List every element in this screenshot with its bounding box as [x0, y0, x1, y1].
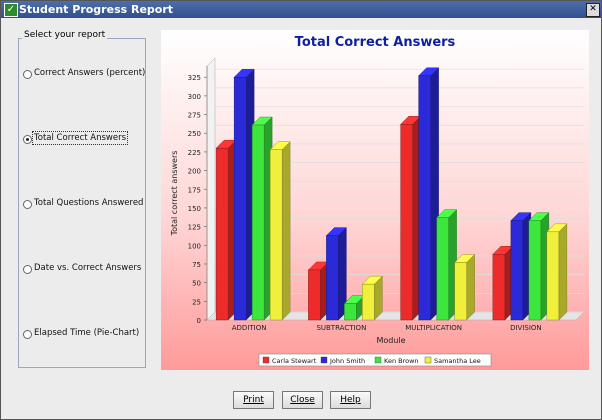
x-tick-label: MULTIPLICATION	[405, 324, 462, 332]
bar	[269, 149, 283, 321]
bar-side	[466, 253, 475, 321]
bar	[492, 254, 506, 321]
y-tick-label: 75	[192, 261, 201, 269]
report-option-label: Total Questions Answered	[34, 198, 144, 208]
bar	[418, 75, 431, 321]
bar	[454, 262, 467, 321]
chart-title: Total Correct Answers	[295, 35, 456, 50]
close-button[interactable]: Close	[282, 391, 323, 409]
report-option-label: Correct Answers (percent)	[34, 68, 146, 78]
y-tick-label: 100	[188, 242, 201, 250]
app-check-icon: ✓	[4, 3, 18, 17]
bar-side	[281, 141, 291, 321]
bar	[362, 283, 375, 321]
y-tick-label: 0	[197, 317, 201, 325]
close-icon[interactable]: ✕	[586, 3, 600, 17]
y-tick-label: 225	[188, 149, 201, 157]
bar	[326, 235, 339, 321]
bar-chart: Total Correct Answers 0 25 50 75 100 125 150 175…	[161, 30, 589, 370]
report-option-label: Date vs. Correct Answers	[34, 263, 142, 273]
title-bar: ✓ Student Progress Report ✕	[1, 1, 601, 18]
y-axis-label: Total correct answers	[170, 151, 179, 237]
bar-side	[558, 223, 568, 321]
report-option-label: Elapsed Time (Pie-Chart)	[34, 328, 140, 338]
bar	[215, 147, 229, 321]
bar	[436, 217, 449, 321]
y-tick-label: 125	[188, 224, 201, 232]
bar	[233, 77, 247, 321]
bar	[251, 124, 265, 321]
report-panel-legend: Select your report	[22, 30, 108, 40]
legend-label: Samantha Lee	[434, 357, 481, 365]
bar	[546, 231, 560, 321]
bar	[400, 124, 413, 321]
report-option-label: Total Correct Answers	[31, 131, 129, 145]
y-tick-label: 50	[192, 280, 201, 288]
x-axis-label: Module	[376, 336, 405, 345]
bar	[344, 303, 357, 321]
legend-swatch	[320, 356, 328, 364]
report-option-radio[interactable]: Total Correct Answers	[23, 131, 145, 148]
y-tick-label: 325	[188, 74, 201, 82]
bar	[528, 220, 542, 321]
y-tick-label: 150	[188, 205, 201, 213]
chart-side-wall	[206, 57, 216, 321]
y-tick-label: 25	[192, 298, 201, 306]
help-button[interactable]: Help	[330, 391, 371, 409]
legend-label: John Smith	[329, 357, 365, 365]
window-title: Student Progress Report	[19, 3, 174, 16]
report-option-radio[interactable]: Elapsed Time (Pie-Chart)	[23, 327, 145, 343]
bar	[510, 220, 524, 321]
legend-swatch	[424, 356, 432, 364]
close-button-label: Close	[290, 395, 315, 405]
radio-circle-icon	[23, 135, 32, 144]
y-tick-label: 175	[188, 186, 201, 194]
x-tick-label: ADDITION	[232, 324, 267, 332]
bar	[308, 269, 321, 321]
x-tick-label: SUBTRACTION	[316, 324, 366, 332]
radio-circle-icon	[23, 330, 32, 339]
radio-circle-icon	[23, 265, 32, 274]
radio-circle-icon	[23, 70, 32, 79]
report-option-radio[interactable]: Total Questions Answered	[23, 197, 145, 213]
radio-circle-icon	[23, 200, 32, 209]
y-tick-label: 300	[188, 93, 201, 101]
chart-area: Total Correct Answers 0 25 50 75 100 125 150 175…	[161, 30, 589, 370]
radio-dot-icon	[26, 138, 29, 141]
legend-swatch	[262, 356, 270, 364]
legend-swatch	[374, 356, 382, 364]
help-button-label: Help	[340, 395, 361, 405]
legend-label: Carla Stewart	[272, 357, 317, 365]
report-option-radio[interactable]: Date vs. Correct Answers	[23, 262, 145, 278]
y-tick-label: 275	[188, 112, 201, 120]
legend-label: Ken Brown	[384, 357, 419, 365]
print-button[interactable]: Print	[233, 391, 274, 409]
x-tick-label: DIVISION	[510, 324, 542, 332]
print-button-label: Print	[243, 395, 264, 405]
y-tick-label: 200	[188, 168, 201, 176]
report-option-radio[interactable]: Correct Answers (percent)	[23, 67, 145, 83]
y-tick-label: 250	[188, 130, 201, 138]
